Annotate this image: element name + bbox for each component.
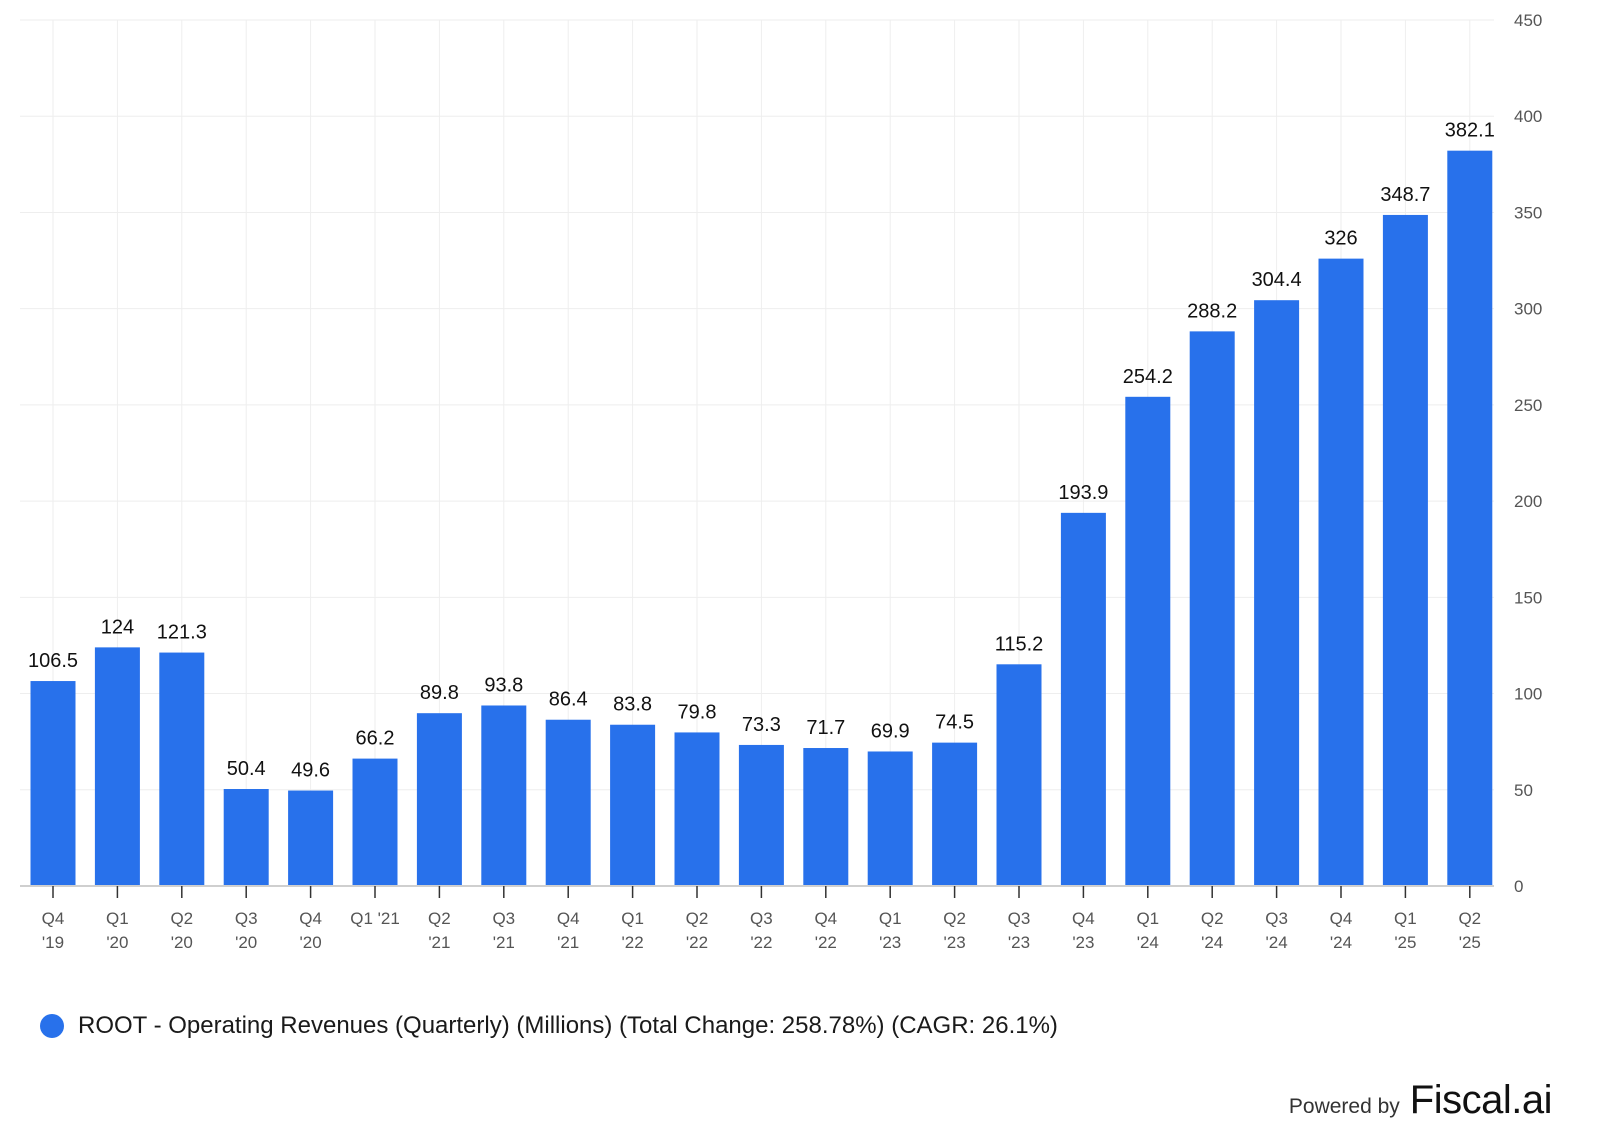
y-tick-label: 400 (1514, 107, 1542, 126)
y-tick-label: 150 (1514, 588, 1542, 607)
y-tick-label: 200 (1514, 492, 1542, 511)
x-tick-label: Q3'24 (1265, 909, 1288, 952)
bar[interactable] (1189, 331, 1235, 886)
bar[interactable] (352, 758, 398, 886)
bar-value-label: 83.8 (613, 694, 652, 716)
bar[interactable] (610, 724, 656, 886)
legend-dot-icon (40, 1014, 64, 1038)
bar[interactable] (30, 681, 76, 886)
bar-chart: 106.5 124 121.3 50.4 49.6 66.2 89.8 93.8 86.4 83.… (20, 11, 1542, 952)
bar-value-label: 66.2 (356, 728, 395, 750)
x-tick-label: Q2'23 (943, 909, 966, 952)
bar[interactable] (1254, 300, 1300, 886)
bar-value-label: 382.1 (1445, 120, 1495, 142)
bar[interactable] (94, 647, 140, 886)
legend-label: ROOT - Operating Revenues (Quarterly) (M… (78, 1012, 1058, 1039)
bar[interactable] (1447, 150, 1493, 886)
bar[interactable] (867, 751, 913, 886)
brand-logo: Fiscal.ai (1409, 1078, 1553, 1122)
x-tick-label: Q3'22 (750, 909, 773, 952)
y-tick-label: 350 (1514, 203, 1542, 222)
x-tick-label: Q2'22 (686, 909, 709, 952)
bar[interactable] (1318, 258, 1364, 886)
bars (30, 150, 1493, 886)
bar-value-label: 115.2 (995, 633, 1044, 655)
x-tick-label: Q3'20 (235, 909, 258, 952)
x-tick-label: Q1'24 (1136, 909, 1159, 952)
branding: Powered by Fiscal.ai (1288, 1078, 1553, 1123)
x-tick-label: Q1'23 (879, 909, 902, 952)
bar[interactable] (803, 748, 849, 886)
bar[interactable] (674, 732, 720, 886)
bar-value-label: 74.5 (935, 712, 974, 734)
bar-value-label: 121.3 (157, 622, 207, 644)
x-tick-label: Q4'24 (1330, 909, 1353, 952)
x-tick-label: Q4'20 (299, 909, 322, 952)
bar-value-label: 89.8 (420, 682, 459, 704)
bar-value-label: 288.2 (1187, 300, 1237, 322)
bar-value-label: 193.9 (1058, 482, 1108, 504)
x-tick-label: Q1'20 (106, 909, 129, 952)
bar[interactable] (1125, 396, 1171, 886)
x-tick-label: Q4'19 (42, 909, 65, 952)
bar-value-label: 49.6 (291, 760, 330, 782)
bar-value-label: 69.9 (871, 720, 910, 742)
y-tick-label: 100 (1514, 685, 1542, 704)
bar[interactable] (545, 719, 591, 886)
bar-value-label: 71.7 (806, 717, 845, 739)
bar[interactable] (996, 664, 1042, 886)
bar[interactable] (416, 713, 462, 886)
axes: 0 50 100 150 200 250 300 350 400 450 Q4'19 Q1'20 Q2 '… (20, 11, 1542, 952)
x-tick-label: Q2'21 (428, 909, 451, 952)
x-tick-label: Q4'22 (814, 909, 837, 952)
bar[interactable] (1382, 214, 1428, 886)
bar-value-label: 93.8 (484, 674, 523, 696)
x-tick-label: Q4'23 (1072, 909, 1095, 952)
powered-by-text: Powered by (1288, 1095, 1400, 1118)
bar[interactable] (1060, 512, 1106, 886)
bar-value-label: 326 (1324, 228, 1357, 250)
x-tick-label: Q4'21 (557, 909, 580, 952)
bar[interactable] (223, 789, 269, 886)
bar[interactable] (932, 742, 978, 886)
x-tick-label: Q2'25 (1458, 909, 1481, 952)
bar-value-labels: 106.5 124 121.3 50.4 49.6 66.2 89.8 93.8 86.4 83.… (28, 120, 1495, 782)
bar-value-label: 79.8 (678, 701, 717, 723)
x-tick-label: Q2'20 (170, 909, 193, 952)
y-tick-label: 50 (1514, 781, 1533, 800)
bar[interactable] (481, 705, 527, 886)
bar[interactable] (159, 652, 205, 886)
bar[interactable] (738, 744, 784, 886)
bar-value-label: 106.5 (28, 650, 78, 672)
x-tick-label: Q1 '21 (350, 909, 400, 928)
y-tick-label: 0 (1514, 877, 1523, 896)
y-tick-label: 450 (1514, 11, 1542, 30)
x-tick-label: Q1'25 (1394, 909, 1417, 952)
x-tick-label: Q2'24 (1201, 909, 1224, 952)
bar-value-label: 304.4 (1252, 269, 1302, 291)
bar-value-label: 86.4 (549, 689, 588, 711)
bar[interactable] (288, 790, 334, 886)
bar-value-label: 124 (101, 616, 134, 638)
x-tick-label: Q1'22 (621, 909, 644, 952)
bar-value-label: 73.3 (742, 714, 781, 736)
x-tick-label: Q3'23 (1008, 909, 1031, 952)
legend[interactable]: ROOT - Operating Revenues (Quarterly) (M… (40, 1012, 1058, 1040)
x-tick-label: Q3'21 (492, 909, 515, 952)
y-tick-label: 250 (1514, 396, 1542, 415)
bar-value-label: 50.4 (227, 758, 266, 780)
bar-value-label: 348.7 (1380, 184, 1430, 206)
y-tick-label: 300 (1514, 300, 1542, 319)
bar-value-label: 254.2 (1123, 366, 1173, 388)
